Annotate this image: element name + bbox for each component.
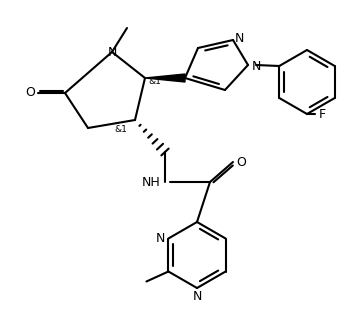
Text: NH: NH <box>142 176 160 188</box>
Text: O: O <box>236 156 246 168</box>
Text: &1: &1 <box>115 125 127 134</box>
Text: N: N <box>107 45 117 59</box>
Polygon shape <box>145 74 185 82</box>
Text: N: N <box>251 60 261 74</box>
Text: N: N <box>234 32 244 44</box>
Text: F: F <box>318 107 326 121</box>
Text: O: O <box>25 86 35 100</box>
Text: N: N <box>192 290 202 304</box>
Text: N: N <box>156 232 165 245</box>
Text: &1: &1 <box>148 78 161 86</box>
